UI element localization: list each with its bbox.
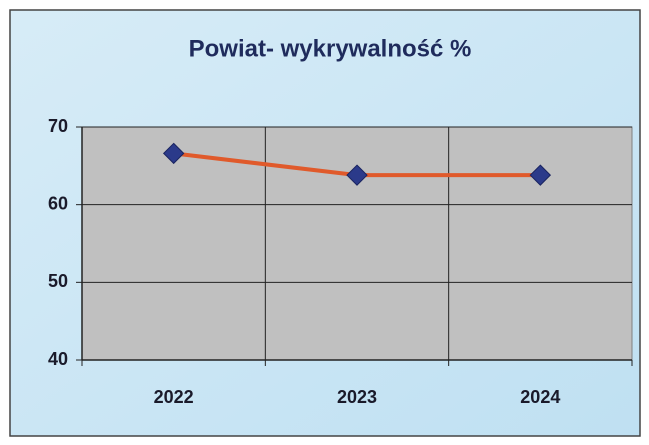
- y-tick-label: 70: [48, 116, 68, 136]
- marker: [346, 164, 368, 186]
- x-tick-label: 2023: [337, 387, 377, 407]
- plot-area: [81, 126, 633, 361]
- marker: [162, 142, 185, 165]
- y-tick-label: 50: [48, 271, 68, 291]
- y-tick-label: 40: [48, 349, 68, 369]
- marker: [529, 164, 552, 186]
- chart-title: Powiat- wykrywalność %: [189, 35, 472, 62]
- x-tick-label: 2024: [520, 387, 560, 407]
- x-tick-label: 2022: [154, 387, 194, 407]
- y-tick-label: 60: [48, 193, 68, 213]
